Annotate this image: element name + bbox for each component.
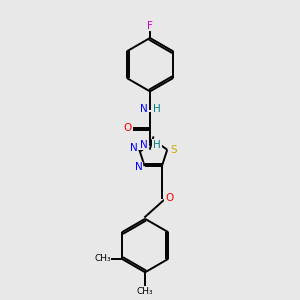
Text: N: N: [140, 104, 148, 114]
Text: CH₃: CH₃: [94, 254, 111, 263]
Text: N: N: [135, 163, 142, 172]
Text: O: O: [165, 193, 173, 203]
Text: N: N: [140, 140, 148, 149]
Text: H: H: [153, 140, 161, 149]
Text: CH₃: CH₃: [137, 287, 153, 296]
Text: H: H: [153, 104, 161, 114]
Text: F: F: [147, 21, 153, 31]
Text: N: N: [130, 143, 137, 154]
Text: O: O: [123, 123, 131, 133]
Text: S: S: [170, 145, 177, 155]
